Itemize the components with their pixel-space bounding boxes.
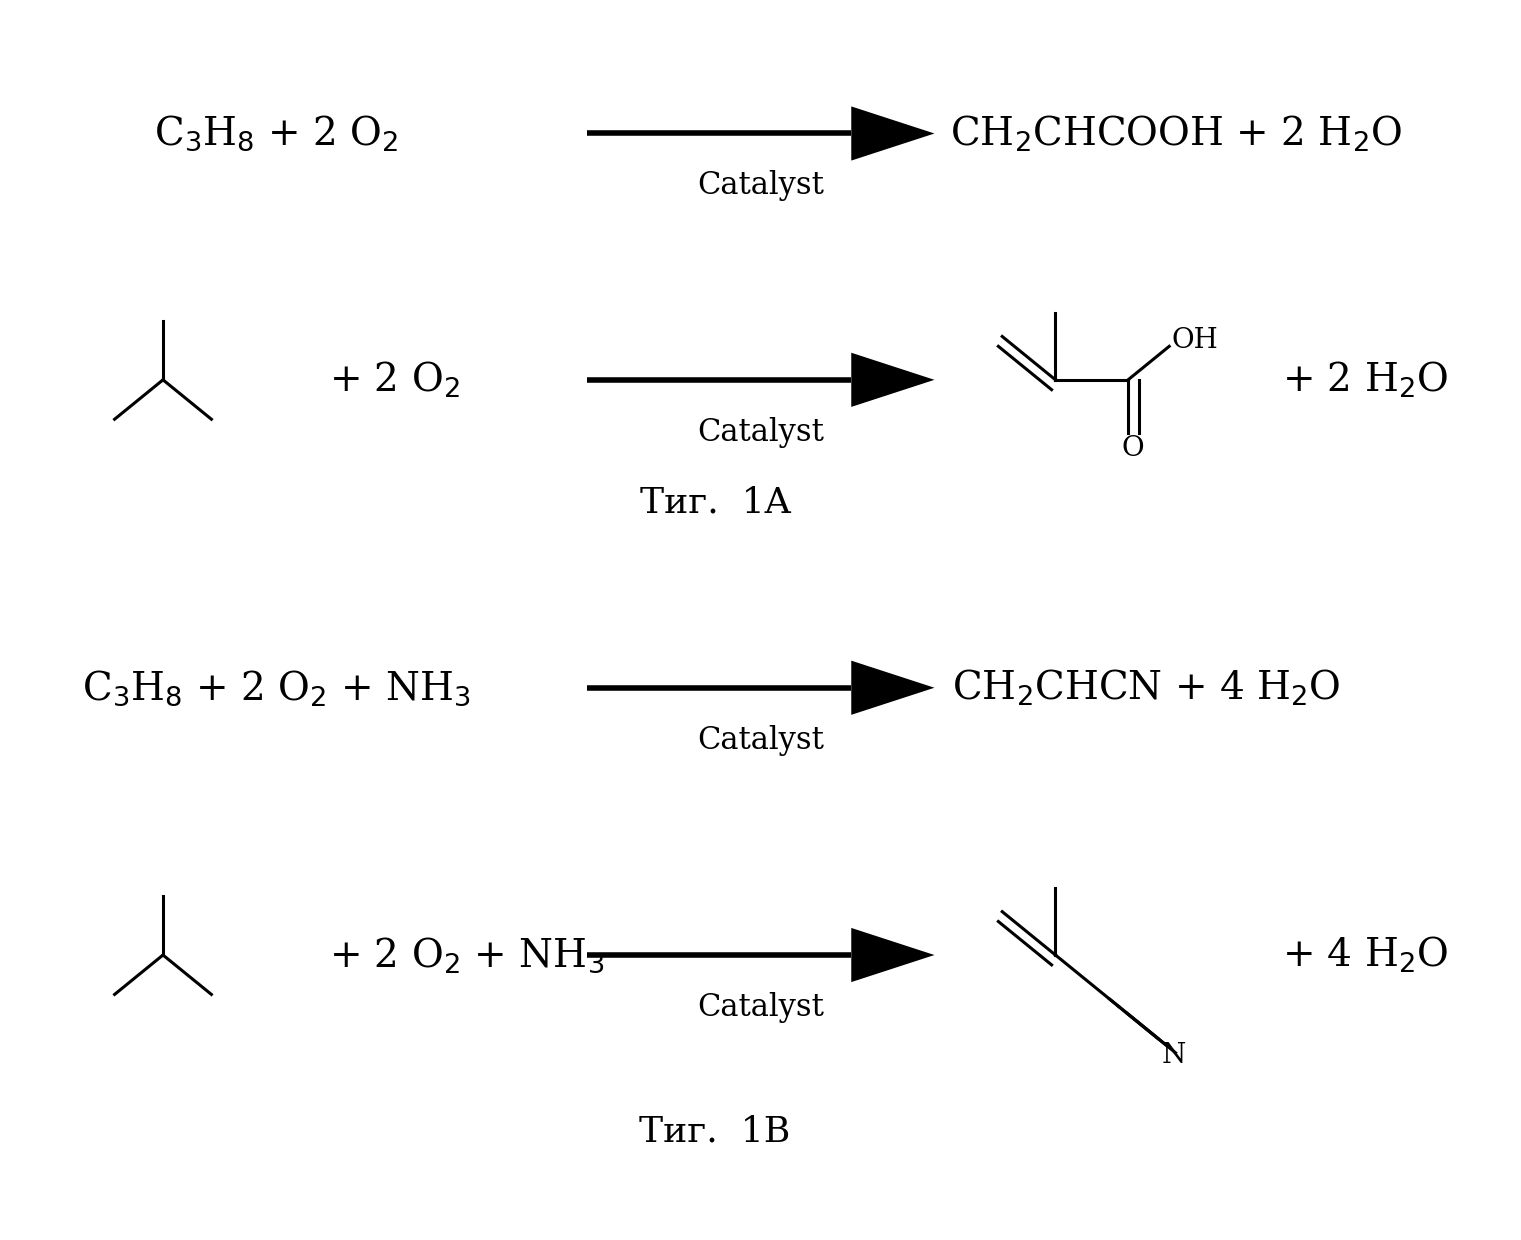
Text: C$_3$H$_8$ + 2 O$_2$: C$_3$H$_8$ + 2 O$_2$ [154, 114, 399, 154]
Polygon shape [852, 107, 934, 161]
Text: + 2 O$_2$: + 2 O$_2$ [330, 360, 461, 401]
Text: Catalyst: Catalyst [697, 992, 824, 1023]
Text: Catalyst: Catalyst [697, 170, 824, 201]
Text: C$_3$H$_8$ + 2 O$_2$ + NH$_3$: C$_3$H$_8$ + 2 O$_2$ + NH$_3$ [82, 668, 472, 708]
Text: CH$_2$CHCN + 4 H$_2$O: CH$_2$CHCN + 4 H$_2$O [952, 667, 1340, 708]
Text: N: N [1162, 1042, 1186, 1069]
Text: Τиг.  1B: Τиг. 1B [639, 1115, 791, 1148]
Text: OH: OH [1171, 327, 1218, 353]
Text: CH$_2$CHCOOH + 2 H$_2$O: CH$_2$CHCOOH + 2 H$_2$O [951, 113, 1402, 154]
Polygon shape [852, 661, 934, 714]
Text: + 2 H$_2$O: + 2 H$_2$O [1282, 360, 1448, 401]
Text: + 2 O$_2$ + NH$_3$: + 2 O$_2$ + NH$_3$ [330, 935, 605, 975]
Text: O: O [1121, 435, 1144, 463]
Text: Catalyst: Catalyst [697, 724, 824, 755]
Text: Catalyst: Catalyst [697, 417, 824, 448]
Polygon shape [852, 928, 934, 982]
Text: Τиг.  1A: Τиг. 1A [640, 486, 791, 520]
Text: + 4 H$_2$O: + 4 H$_2$O [1282, 935, 1448, 975]
Polygon shape [852, 352, 934, 407]
